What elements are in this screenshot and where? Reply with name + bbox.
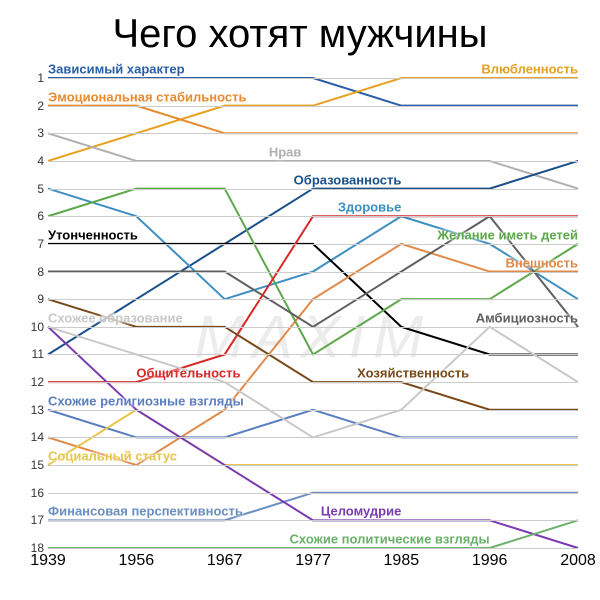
series-label: Финансовая перспективность: [48, 504, 243, 519]
y-tick-label: 4: [24, 154, 44, 168]
gridline: [48, 272, 578, 273]
y-tick-label: 11: [24, 347, 44, 361]
series-line: [48, 106, 578, 134]
y-tick-label: 14: [24, 430, 44, 444]
x-tick-label: 1956: [119, 552, 155, 570]
y-tick-label: 10: [24, 320, 44, 334]
gridline: [48, 465, 578, 466]
gridline: [48, 299, 578, 300]
y-tick-label: 13: [24, 403, 44, 417]
series-label: Общительность: [136, 366, 240, 381]
x-tick-label: 1967: [207, 552, 243, 570]
gridline: [48, 493, 578, 494]
series-label: Внешность: [505, 255, 578, 270]
y-tick-label: 15: [24, 458, 44, 472]
series-label: Хозяйственность: [357, 366, 469, 381]
y-tick-label: 6: [24, 209, 44, 223]
x-tick-label: 2008: [560, 552, 596, 570]
series-label: Утонченность: [48, 227, 138, 242]
series-label: Схожие религиозные взгляды: [48, 393, 244, 408]
chart-title: Чего хотят мужчины: [0, 0, 600, 57]
gridline: [48, 78, 578, 79]
series-label: Целомудрие: [321, 504, 402, 519]
gridline: [48, 520, 578, 521]
series-label: Амбициозность: [476, 310, 578, 325]
x-tick-label: 1996: [472, 552, 508, 570]
y-tick-label: 8: [24, 265, 44, 279]
series-label: Здоровье: [338, 200, 401, 215]
series-label: Влюбленность: [481, 62, 578, 77]
series-line: [48, 161, 578, 355]
chart-area: MAXIM 1234567891011121314151617181939195…: [48, 78, 578, 548]
y-tick-label: 2: [24, 99, 44, 113]
y-tick-label: 5: [24, 182, 44, 196]
series-label: Эмоциональная стабильность: [48, 89, 246, 104]
gridline: [48, 327, 578, 328]
y-tick-label: 7: [24, 237, 44, 251]
gridline: [48, 382, 578, 383]
series-label: Нрав: [269, 144, 302, 159]
gridline: [48, 354, 578, 355]
y-tick-label: 9: [24, 292, 44, 306]
gridline: [48, 216, 578, 217]
gridline: [48, 133, 578, 134]
y-tick-label: 16: [24, 486, 44, 500]
gridline: [48, 548, 578, 549]
x-tick-label: 1977: [295, 552, 331, 570]
series-label: Схожее образование: [48, 310, 183, 325]
series-line: [48, 410, 578, 438]
gridline: [48, 106, 578, 107]
x-tick-label: 1939: [30, 552, 66, 570]
gridline: [48, 410, 578, 411]
series-label: Социальный статус: [48, 449, 177, 464]
gridline: [48, 161, 578, 162]
y-tick-label: 1: [24, 71, 44, 85]
gridline: [48, 437, 578, 438]
x-tick-label: 1985: [384, 552, 420, 570]
y-tick-label: 12: [24, 375, 44, 389]
series-label: Схожие политические взгляды: [290, 532, 490, 547]
series-label: Зависимый характер: [48, 62, 185, 77]
series-label: Образованность: [294, 172, 402, 187]
y-tick-label: 3: [24, 126, 44, 140]
gridline: [48, 244, 578, 245]
gridline: [48, 189, 578, 190]
y-tick-label: 17: [24, 513, 44, 527]
series-label: Желание иметь детей: [437, 227, 578, 242]
